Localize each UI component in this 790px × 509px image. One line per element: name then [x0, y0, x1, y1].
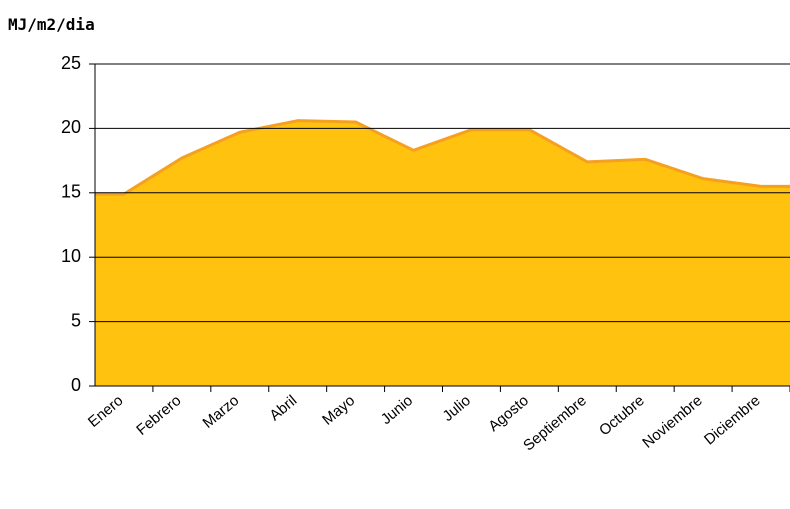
y-tick-label: 20 [61, 117, 81, 137]
area [95, 120, 790, 386]
area-line [95, 119, 790, 196]
y-tick-label: 0 [71, 375, 81, 395]
x-tick-label: Julio [439, 392, 474, 425]
x-tick-label: Noviembre [639, 392, 705, 452]
y-tick-label: 5 [71, 310, 81, 330]
x-tick-label: Octubre [596, 392, 648, 439]
x-tick-label: Marzo [200, 392, 243, 432]
chart-title: MJ/m2/dia [8, 15, 95, 34]
x-tick-label: Abril [266, 392, 300, 424]
x-tick-label: Mayo [319, 392, 358, 429]
x-tick-label: Enero [85, 392, 127, 431]
x-tick-label: Agosto [485, 392, 532, 435]
x-tick-label: Septiembre [520, 392, 590, 454]
y-tick-label: 15 [61, 182, 81, 202]
x-tick-label: Febrero [133, 392, 184, 439]
x-tick-label: Diciembre [701, 392, 764, 448]
y-tick-label: 25 [61, 53, 81, 73]
y-tick-label: 10 [61, 246, 81, 266]
x-tick-label: Junio [378, 392, 416, 428]
